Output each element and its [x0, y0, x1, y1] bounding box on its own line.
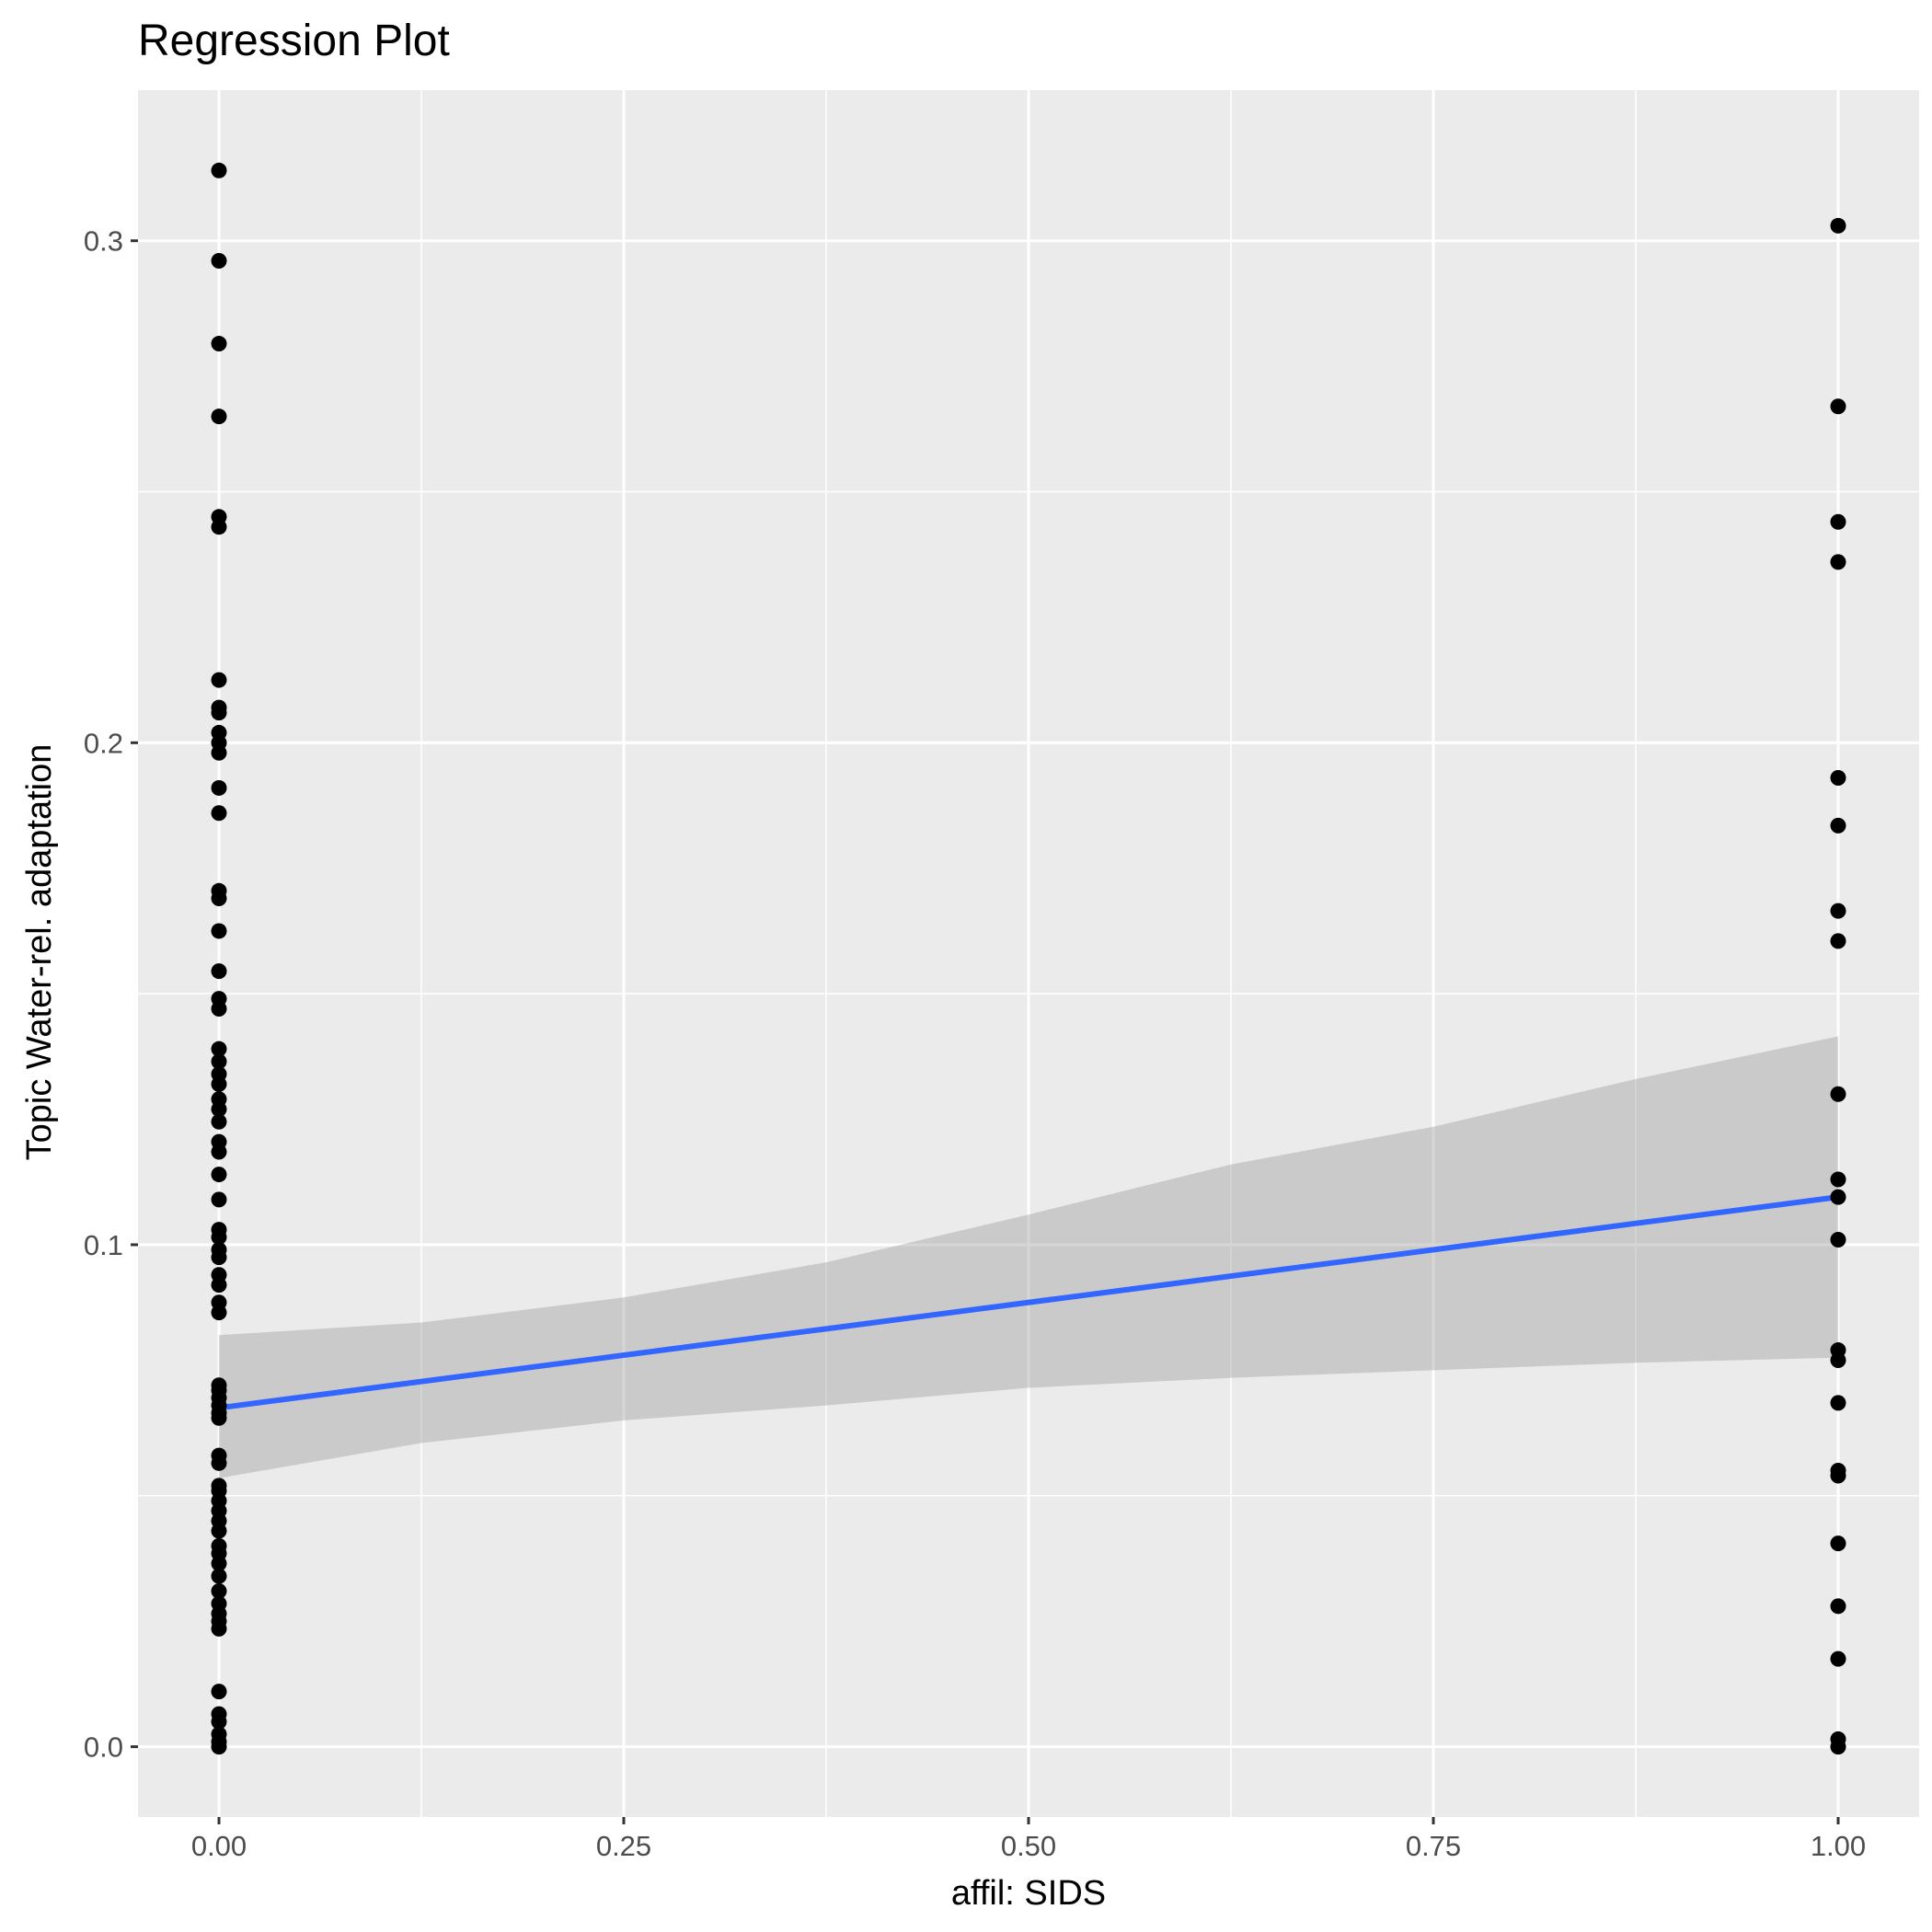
- data-point: [1830, 1739, 1846, 1755]
- y-axis-title: Topic Water-rel. adaptation: [20, 744, 59, 1161]
- data-point: [1830, 1232, 1846, 1248]
- data-point: [211, 1582, 227, 1599]
- data-point: [1830, 1467, 1846, 1484]
- data-point: [1830, 1189, 1846, 1205]
- data-point: [211, 1277, 227, 1294]
- data-points: [211, 162, 1846, 1755]
- data-point: [1830, 817, 1846, 834]
- data-point: [211, 1101, 227, 1118]
- x-axis: 0.00 0.25 0.50 0.75 1.00: [191, 1817, 1866, 1862]
- data-point: [1830, 1351, 1846, 1368]
- data-point: [1830, 933, 1846, 949]
- data-point: [211, 1523, 227, 1539]
- data-point: [1830, 513, 1846, 530]
- data-point: [211, 1001, 227, 1018]
- x-tick-label: 0.75: [1406, 1830, 1461, 1862]
- data-point: [1830, 1171, 1846, 1188]
- regression-line: [218, 1194, 1839, 1411]
- data-point: [211, 1249, 227, 1266]
- data-point: [211, 744, 227, 761]
- data-point: [1830, 1598, 1846, 1615]
- data-point: [211, 162, 227, 178]
- data-point: [211, 1409, 227, 1426]
- confidence-band-layer: [219, 1036, 1838, 1478]
- data-point: [211, 1053, 227, 1070]
- data-point: [1830, 770, 1846, 787]
- data-point: [211, 1113, 227, 1130]
- confidence-band: [219, 1036, 1838, 1478]
- data-point: [211, 253, 227, 270]
- x-tick-label: 0.00: [191, 1830, 247, 1862]
- data-point: [211, 519, 227, 535]
- y-tick-label: 0.2: [84, 727, 123, 759]
- data-point: [211, 1739, 227, 1755]
- data-point: [211, 963, 227, 980]
- data-point: [1830, 398, 1846, 415]
- data-point: [1830, 217, 1846, 234]
- y-tick-label: 0.3: [84, 225, 123, 258]
- data-point: [211, 1144, 227, 1160]
- y-tick-label: 0.0: [84, 1731, 123, 1764]
- x-tick-label: 1.00: [1811, 1830, 1866, 1862]
- data-point: [211, 1229, 227, 1246]
- data-point: [211, 1305, 227, 1321]
- x-axis-title: affil: SIDS: [951, 1874, 1106, 1913]
- y-axis: 0.0 0.1 0.2 0.3: [84, 225, 138, 1764]
- data-point: [211, 408, 227, 425]
- data-point: [211, 1555, 227, 1571]
- data-point: [211, 1455, 227, 1471]
- data-point: [211, 672, 227, 688]
- data-point: [211, 1075, 227, 1092]
- data-point: [211, 890, 227, 906]
- fit-line-layer: [218, 1194, 1839, 1411]
- data-point: [211, 1713, 227, 1730]
- data-point: [211, 779, 227, 796]
- data-point: [211, 1684, 227, 1700]
- data-point: [211, 923, 227, 939]
- data-point: [1830, 554, 1846, 570]
- data-point: [211, 336, 227, 352]
- x-tick-label: 0.50: [1001, 1830, 1056, 1862]
- data-point: [211, 1191, 227, 1208]
- y-tick-label: 0.1: [84, 1229, 123, 1261]
- data-point: [211, 1041, 227, 1057]
- grid-lines: [138, 90, 1919, 1817]
- data-point: [1830, 1395, 1846, 1411]
- data-point: [1830, 1086, 1846, 1102]
- data-point: [1830, 903, 1846, 919]
- data-point: [211, 805, 227, 822]
- x-tick-label: 0.25: [596, 1830, 651, 1862]
- data-point: [211, 1620, 227, 1637]
- data-point: [211, 705, 227, 721]
- data-point: [211, 1568, 227, 1584]
- data-point: [1830, 1535, 1846, 1552]
- data-point: [1830, 1650, 1846, 1667]
- chart-title: Regression Plot: [138, 17, 450, 65]
- data-point: [211, 1167, 227, 1183]
